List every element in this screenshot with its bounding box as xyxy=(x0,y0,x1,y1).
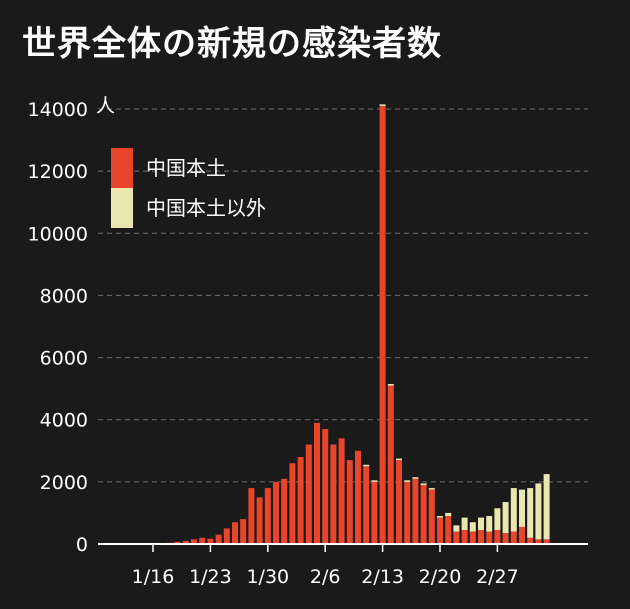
bar-mainland-china xyxy=(437,517,443,544)
bar-outside-mainland xyxy=(494,508,501,531)
x-tick-label: 2/13 xyxy=(361,566,404,588)
bar-outside-mainland xyxy=(387,383,394,386)
bar-mainland-china xyxy=(396,460,402,544)
bar-outside-mainland xyxy=(371,480,378,482)
y-tick-label: 6000 xyxy=(40,348,88,370)
bar-mainland-china xyxy=(519,526,525,544)
y-tick-label: 2000 xyxy=(40,472,88,494)
bar-mainland-china xyxy=(240,519,247,544)
bar-mainland-china xyxy=(478,530,484,544)
bar-outside-mainland xyxy=(404,480,411,482)
bar-outside-mainland xyxy=(502,502,509,534)
bar-mainland-china xyxy=(453,531,460,544)
bar-mainland-china xyxy=(289,463,296,544)
bar-mainland-china xyxy=(486,531,493,544)
bar-outside-mainland xyxy=(469,522,476,532)
bar-mainland-china xyxy=(469,531,476,544)
bar-mainland-china xyxy=(338,438,345,544)
bar-mainland-china xyxy=(264,488,271,544)
y-tick-label: 10000 xyxy=(28,223,88,245)
bar-outside-mainland xyxy=(510,488,517,532)
bar-outside-mainland xyxy=(478,517,484,531)
bar-mainland-china xyxy=(535,539,542,544)
bar-mainland-china xyxy=(174,541,181,544)
bar-mainland-china xyxy=(461,530,468,544)
chart-title: 世界全体の新規の感染者数 xyxy=(22,24,442,64)
bar-outside-mainland xyxy=(519,489,525,527)
legend-label-outside-mainland: 中国本土以外 xyxy=(146,196,266,220)
bar-mainland-china xyxy=(215,534,222,544)
bar-outside-mainland xyxy=(412,477,419,479)
y-tick-label: 14000 xyxy=(28,99,88,121)
bar-mainland-china xyxy=(305,444,312,544)
bar-mainland-china xyxy=(379,105,386,545)
bar-mainland-china xyxy=(412,478,419,544)
bar-mainland-china xyxy=(404,481,411,544)
bar-mainland-china xyxy=(355,450,361,544)
x-tick-label: 1/16 xyxy=(132,566,175,588)
bar-mainland-china xyxy=(281,478,288,544)
bar-mainland-china xyxy=(346,460,353,544)
x-tick-label: 2/27 xyxy=(476,566,519,588)
bar-mainland-china xyxy=(207,538,214,544)
legend-swatch-mainland-china xyxy=(111,148,133,188)
x-tick-label: 1/30 xyxy=(246,566,289,588)
y-unit-label: 人 xyxy=(96,95,115,117)
bar-outside-mainland xyxy=(420,483,427,485)
bar-mainland-china xyxy=(527,537,534,544)
bar-mainland-china xyxy=(322,429,329,544)
x-tick-label: 2/6 xyxy=(310,566,341,588)
bar-mainland-china xyxy=(191,539,197,544)
bar-mainland-china xyxy=(182,540,189,544)
bar-mainland-china xyxy=(256,497,263,544)
bar-mainland-china xyxy=(248,488,255,544)
bar-mainland-china xyxy=(273,481,279,544)
bar-outside-mainland xyxy=(461,517,468,531)
y-tick-label: 0 xyxy=(76,534,88,556)
bar-outside-mainland xyxy=(445,512,452,517)
bar-outside-mainland xyxy=(535,483,542,540)
bar-mainland-china xyxy=(297,457,304,544)
bar-outside-mainland xyxy=(527,488,534,538)
x-tick-label: 2/20 xyxy=(419,566,462,588)
bar-mainland-china xyxy=(510,531,517,544)
bar-mainland-china xyxy=(543,539,550,544)
bar-mainland-china xyxy=(494,530,501,544)
bar-mainland-china xyxy=(363,466,370,544)
bar-outside-mainland xyxy=(396,458,402,461)
legend-swatch-outside-mainland xyxy=(111,188,133,228)
bar-outside-mainland xyxy=(486,516,493,532)
y-tick-label: 4000 xyxy=(40,410,88,432)
bar-outside-mainland xyxy=(379,104,386,106)
bar-mainland-china xyxy=(502,533,509,544)
bar-outside-mainland xyxy=(428,488,435,490)
bar-mainland-china xyxy=(428,489,435,544)
x-tick-label: 1/23 xyxy=(189,566,232,588)
bar-outside-mainland xyxy=(363,464,370,467)
bar-outside-mainland xyxy=(437,516,443,518)
y-tick-label: 8000 xyxy=(40,285,88,307)
bar-mainland-china xyxy=(199,537,206,544)
legend-label-mainland-china: 中国本土 xyxy=(146,156,226,180)
bar-mainland-china xyxy=(232,522,238,544)
bar-mainland-china xyxy=(420,484,427,544)
bar-outside-mainland xyxy=(453,525,460,532)
bar-mainland-china xyxy=(314,422,320,544)
y-tick-label: 12000 xyxy=(28,161,88,183)
bar-mainland-china xyxy=(371,481,378,544)
bar-mainland-china xyxy=(445,516,452,544)
bar-mainland-china xyxy=(330,444,337,544)
bar-mainland-china xyxy=(387,385,394,544)
bar-mainland-china xyxy=(223,528,230,544)
bar-outside-mainland xyxy=(543,474,550,540)
